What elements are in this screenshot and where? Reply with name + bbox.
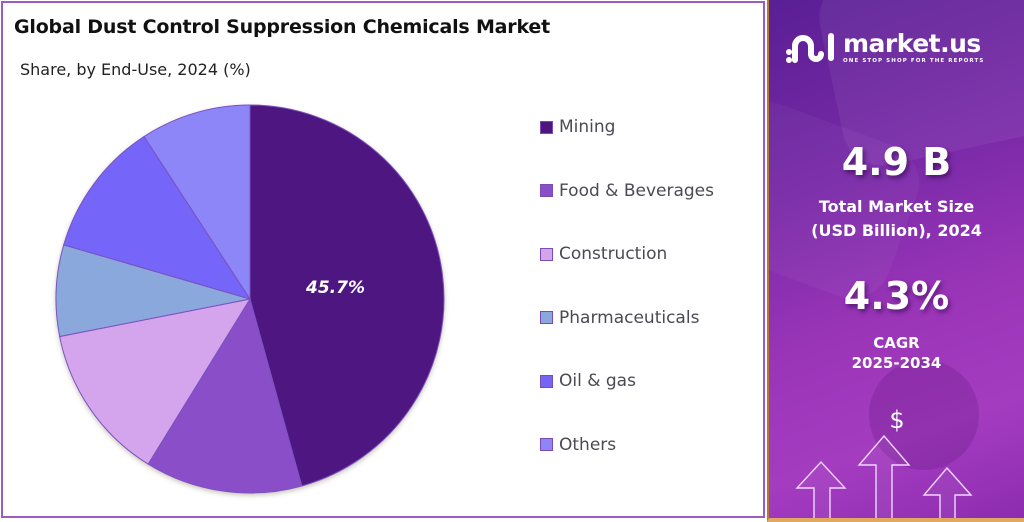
pie-slice-food-beverages[interactable] <box>147 297 303 494</box>
legend-item-oil-gas[interactable]: Oil & gas <box>540 367 714 395</box>
legend-label: Oil & gas <box>559 371 636 392</box>
pie-data-label-mining: 45.7% <box>306 278 365 298</box>
cagr-value: 4.3% <box>843 274 950 318</box>
legend-label: Mining <box>559 117 616 137</box>
chart-subtitle: Share, by End-Use, 2024 (%) <box>20 60 251 79</box>
brand-tagline: ONE STOP SHOP FOR THE REPORTS <box>843 57 985 64</box>
legend-swatch-icon <box>540 438 553 452</box>
market-us-logo-icon <box>786 33 834 63</box>
pie-slice-oil-gas[interactable] <box>63 135 252 300</box>
chart-legend: Mining Food & Beverages Construction Pha… <box>540 113 714 495</box>
legend-swatch-icon <box>540 120 553 134</box>
brand-name: market.us <box>843 28 981 58</box>
legend-label: Others <box>559 434 617 455</box>
market-size-value: 4.9 B <box>841 140 952 184</box>
legend-item-mining[interactable]: Mining <box>540 113 714 141</box>
cagr-caption-line2: 2025-2034 <box>851 354 942 372</box>
brand-logo[interactable]: market.us ONE STOP SHOP FOR THE REPORTS <box>785 30 984 64</box>
legend-label: Pharmaceuticals <box>559 307 700 328</box>
cagr-caption-line1: CAGR <box>873 334 920 352</box>
summary-side-panel: market.us ONE STOP SHOP FOR THE REPORTS … <box>767 0 1024 522</box>
legend-item-construction[interactable]: Construction <box>540 240 714 268</box>
legend-swatch-icon <box>540 247 553 261</box>
pie-chart <box>55 104 445 494</box>
background-decoration <box>869 360 979 470</box>
pie-slice-mining[interactable] <box>249 104 445 487</box>
growth-arrows-icon: $ <box>795 406 973 518</box>
legend-swatch-icon <box>540 374 553 388</box>
legend-item-pharmaceuticals[interactable]: Pharmaceuticals <box>540 304 714 332</box>
dollar-sign-icon: $ <box>889 406 904 434</box>
legend-label: Food & Beverages <box>559 180 714 201</box>
legend-swatch-icon <box>540 184 553 198</box>
market-size-caption-line1: Total Market Size <box>818 197 975 216</box>
chart-title: Global Dust Control Suppression Chemical… <box>14 16 550 38</box>
pie-slice-others[interactable] <box>143 104 251 301</box>
legend-item-others[interactable]: Others <box>540 431 714 459</box>
pie-slice-construction[interactable] <box>59 298 252 465</box>
legend-item-food-beverages[interactable]: Food & Beverages <box>540 177 714 205</box>
pie-slices <box>55 104 445 494</box>
legend-label: Construction <box>559 244 668 265</box>
market-size-caption-line2: (USD Billion), 2024 <box>811 221 982 240</box>
legend-swatch-icon <box>540 311 553 325</box>
